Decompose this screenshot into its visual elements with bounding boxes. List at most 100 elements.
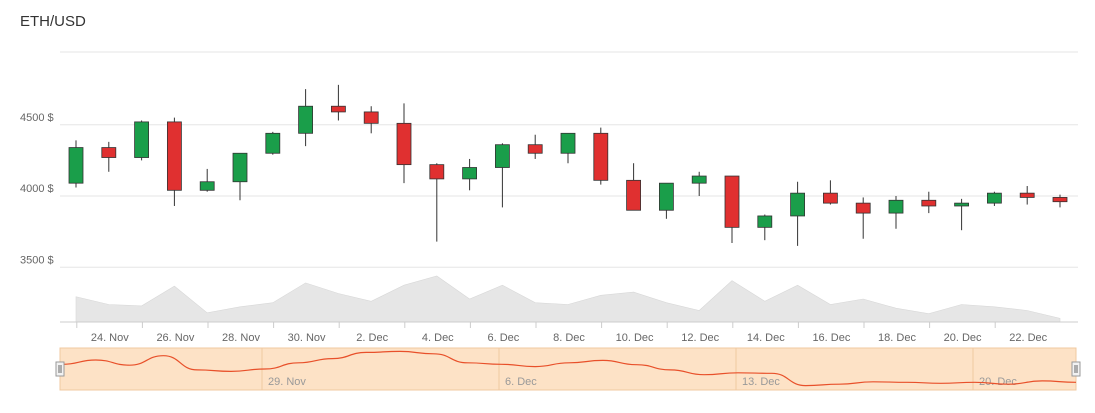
- candle-body: [68, 147, 84, 184]
- handle-left-box[interactable]: [55, 361, 65, 377]
- navigator-series-line: [61, 350, 1077, 387]
- candle-body: [462, 167, 478, 180]
- candle-body: [560, 132, 576, 154]
- candle-body: [757, 215, 773, 228]
- candle-24[interactable]: [823, 180, 838, 205]
- candle-body: [330, 105, 346, 113]
- candle-body: [232, 152, 248, 183]
- candle-29[interactable]: [987, 191, 1002, 206]
- candle-5[interactable]: [199, 168, 215, 192]
- navigator-tick-label: 13. Dec: [742, 376, 780, 388]
- candle-6[interactable]: [232, 152, 248, 201]
- candle-13[interactable]: [462, 158, 478, 191]
- x-tick-label: 14. Dec: [747, 332, 785, 344]
- x-tick-label: 10. Dec: [616, 332, 654, 344]
- candle-body: [987, 192, 1002, 204]
- candle-body: [396, 122, 412, 166]
- navigator-tick-label: 29. Nov: [268, 376, 306, 388]
- x-tick-label: 8. Dec: [553, 332, 585, 344]
- candle-8[interactable]: [298, 89, 314, 147]
- candle-21[interactable]: [724, 175, 740, 244]
- candle-body: [265, 132, 281, 154]
- x-axis-ticks: 24. Nov 26. Nov 28. Nov 30. Nov 2. Dec 4. Dec…: [76, 322, 1048, 344]
- candle-27[interactable]: [921, 191, 937, 214]
- navigator-tick-label: 20. Dec: [979, 376, 1017, 388]
- candle-7[interactable]: [265, 131, 281, 155]
- candle-body: [593, 132, 609, 181]
- candle-14[interactable]: [494, 143, 510, 208]
- candle-22[interactable]: [757, 214, 773, 241]
- candle-body: [691, 175, 707, 184]
- x-tick-label: 20. Dec: [944, 332, 982, 344]
- candle-1[interactable]: [68, 140, 84, 188]
- navigator-labels: 29. Nov 6. Dec 13. Dec 20. Dec: [261, 348, 1017, 390]
- candle-body: [921, 199, 937, 207]
- candle-31[interactable]: [1052, 194, 1068, 208]
- candle-body: [888, 199, 904, 214]
- candle-body: [527, 144, 543, 154]
- candle-body: [823, 192, 838, 204]
- candle-body: [134, 121, 150, 158]
- navigator[interactable]: 29. Nov 6. Dec 13. Dec 20. Dec: [55, 347, 1081, 391]
- candle-19[interactable]: [659, 182, 674, 219]
- candle-body: [298, 105, 314, 134]
- x-tick-label: 12. Dec: [681, 332, 719, 344]
- candle-2[interactable]: [101, 141, 117, 172]
- x-tick-label: 6. Dec: [488, 332, 520, 344]
- candle-26[interactable]: [888, 196, 904, 229]
- candle-18[interactable]: [626, 163, 641, 211]
- y-tick-label: 4000 $: [20, 183, 54, 195]
- x-tick-label: 30. Nov: [288, 332, 326, 344]
- chart-title: ETH/USD: [20, 13, 86, 30]
- candle-15[interactable]: [527, 134, 543, 159]
- candle-body: [363, 111, 379, 124]
- candle-3[interactable]: [134, 120, 150, 161]
- x-tick-label: 2. Dec: [356, 332, 388, 344]
- candle-body: [429, 164, 445, 180]
- candle-body: [1052, 197, 1068, 203]
- x-tick-label: 16. Dec: [812, 332, 850, 344]
- candle-body: [954, 202, 969, 207]
- x-tick-label: 28. Nov: [222, 332, 260, 344]
- volume-area: [75, 275, 1061, 323]
- candle-body: [724, 175, 740, 228]
- candle-12[interactable]: [429, 163, 445, 242]
- candle-body: [855, 202, 871, 214]
- x-tick-label: 26. Nov: [156, 332, 194, 344]
- navigator-handle-right[interactable]: [1071, 361, 1081, 377]
- y-tick-label: 3500 $: [20, 254, 54, 266]
- candles: [68, 84, 1068, 246]
- candle-body: [1019, 192, 1035, 198]
- candle-23[interactable]: [790, 181, 805, 246]
- x-tick-label: 24. Nov: [91, 332, 129, 344]
- x-tick-label: 22. Dec: [1009, 332, 1047, 344]
- candle-17[interactable]: [593, 127, 609, 185]
- candle-body: [199, 181, 215, 191]
- candle-10[interactable]: [363, 106, 379, 134]
- grid-lines: [60, 51, 1078, 268]
- candle-body: [494, 144, 510, 168]
- candle-body: [101, 147, 117, 158]
- navigator-handle-left[interactable]: [55, 361, 65, 377]
- candle-body: [626, 179, 641, 211]
- handle-right-box[interactable]: [1071, 361, 1081, 377]
- y-tick-label: 4500 $: [20, 112, 54, 124]
- candle-9[interactable]: [330, 84, 346, 121]
- candle-body: [659, 182, 674, 211]
- candle-body: [790, 192, 805, 217]
- y-axis-labels: 3500 $ 4000 $ 4500 $: [20, 112, 54, 267]
- candle-20[interactable]: [691, 171, 707, 196]
- volume-shape: [75, 275, 1061, 323]
- candle-11[interactable]: [396, 103, 412, 184]
- candle-4[interactable]: [166, 117, 182, 206]
- candle-28[interactable]: [954, 198, 969, 231]
- candle-16[interactable]: [560, 132, 576, 164]
- candle-25[interactable]: [855, 197, 871, 239]
- x-tick-label: 4. Dec: [422, 332, 454, 344]
- navigator-tick-label: 6. Dec: [505, 376, 537, 388]
- x-tick-label: 18. Dec: [878, 332, 916, 344]
- navigator-mask[interactable]: [59, 347, 1077, 391]
- candle-body: [166, 121, 182, 191]
- candle-30[interactable]: [1019, 186, 1035, 205]
